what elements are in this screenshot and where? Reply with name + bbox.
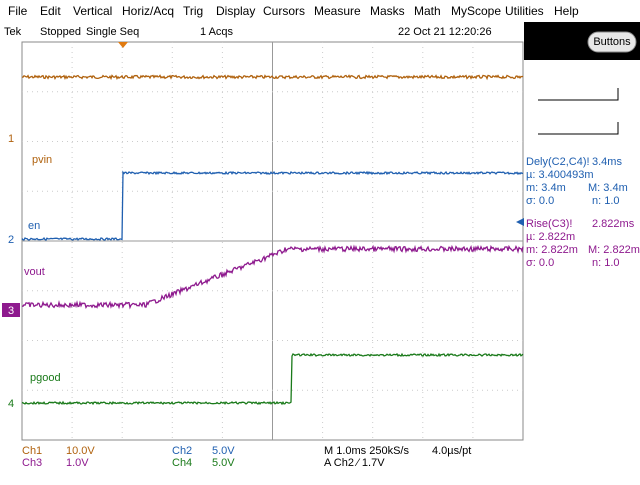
measurement-value: 2.822ms xyxy=(592,218,635,230)
measurement-stat: n: 1.0 xyxy=(592,195,620,207)
readout: 5.0V xyxy=(212,457,235,469)
acq-state: Stopped xyxy=(40,26,81,38)
ch4-marker: 4 xyxy=(8,398,14,410)
menu-item[interactable]: Math xyxy=(414,4,441,18)
measurement-stat: µ: 3.400493m xyxy=(526,169,594,181)
menu-item[interactable]: Masks xyxy=(370,4,405,18)
readout: 5.0V xyxy=(212,445,235,457)
measurement-stat: µ: 2.822m xyxy=(526,231,575,243)
measurement-stat: m: 3.4m xyxy=(526,182,566,194)
measurement-stat: σ: 0.0 xyxy=(526,257,554,269)
menu-item[interactable]: Utilities xyxy=(505,4,544,18)
menu-item[interactable]: Cursors xyxy=(263,4,305,18)
menu-item[interactable]: Horiz/Acq xyxy=(122,4,174,18)
trace-label: pgood xyxy=(30,372,61,384)
waveform xyxy=(21,74,524,81)
measurement-value: 3.4ms xyxy=(592,156,622,168)
menu-item[interactable]: Trig xyxy=(183,4,203,18)
trigger-readout: A Ch2 ⁄ 1.7V xyxy=(324,457,385,469)
buttons-button[interactable] xyxy=(587,31,637,53)
trigger-level xyxy=(516,218,524,226)
ch1-marker: 1 xyxy=(8,133,14,145)
menu-item[interactable]: Measure xyxy=(314,4,361,18)
acq-count: 1 Acqs xyxy=(200,26,234,38)
buttons-label[interactable]: Buttons xyxy=(593,36,631,48)
waveform xyxy=(21,170,524,241)
readout: Ch1 xyxy=(22,445,42,457)
datetime: 22 Oct 21 12:20:26 xyxy=(398,26,492,38)
menu-item[interactable]: File xyxy=(8,4,28,18)
resolution: 4.0µs/pt xyxy=(432,445,471,457)
timebase: M 1.0ms 250kS/s xyxy=(324,445,409,457)
menu-item[interactable]: MyScope xyxy=(451,4,501,18)
trace-label: vout xyxy=(24,266,45,278)
measurement-stat: n: 1.0 xyxy=(592,257,620,269)
ch3-marker-box xyxy=(2,303,20,317)
menu-item[interactable]: Vertical xyxy=(73,4,112,18)
brand: Tek xyxy=(4,26,22,38)
menu-bar xyxy=(0,0,640,22)
trace-label: pvin xyxy=(32,154,52,166)
ch2-marker: 2 xyxy=(8,234,14,246)
measurement-stat: M: 2.822m xyxy=(588,244,640,256)
measurement-stat: M: 3.4m xyxy=(588,182,628,194)
readout: Ch3 xyxy=(22,457,42,469)
readout: Ch4 xyxy=(172,457,192,469)
waveform xyxy=(21,352,524,406)
menu-item[interactable]: Edit xyxy=(40,4,61,18)
measurement-name: Dely(C2,C4)! xyxy=(526,156,590,168)
ch3-marker: 3 xyxy=(8,305,14,317)
measurement-stat: m: 2.822m xyxy=(526,244,578,256)
measurement-stat: σ: 0.0 xyxy=(526,195,554,207)
trace-label: en xyxy=(28,220,40,232)
readout: 10.0V xyxy=(66,445,95,457)
acq-mode: Single Seq xyxy=(86,26,139,38)
readout: 1.0V xyxy=(66,457,89,469)
menu-item[interactable]: Help xyxy=(554,4,579,18)
waveform xyxy=(21,244,524,310)
measurement-name: Rise(C3)! xyxy=(526,218,572,230)
readout: Ch2 xyxy=(172,445,192,457)
trigger-position xyxy=(118,42,128,48)
menu-item[interactable]: Display xyxy=(216,4,255,18)
side-bracket xyxy=(538,88,619,135)
